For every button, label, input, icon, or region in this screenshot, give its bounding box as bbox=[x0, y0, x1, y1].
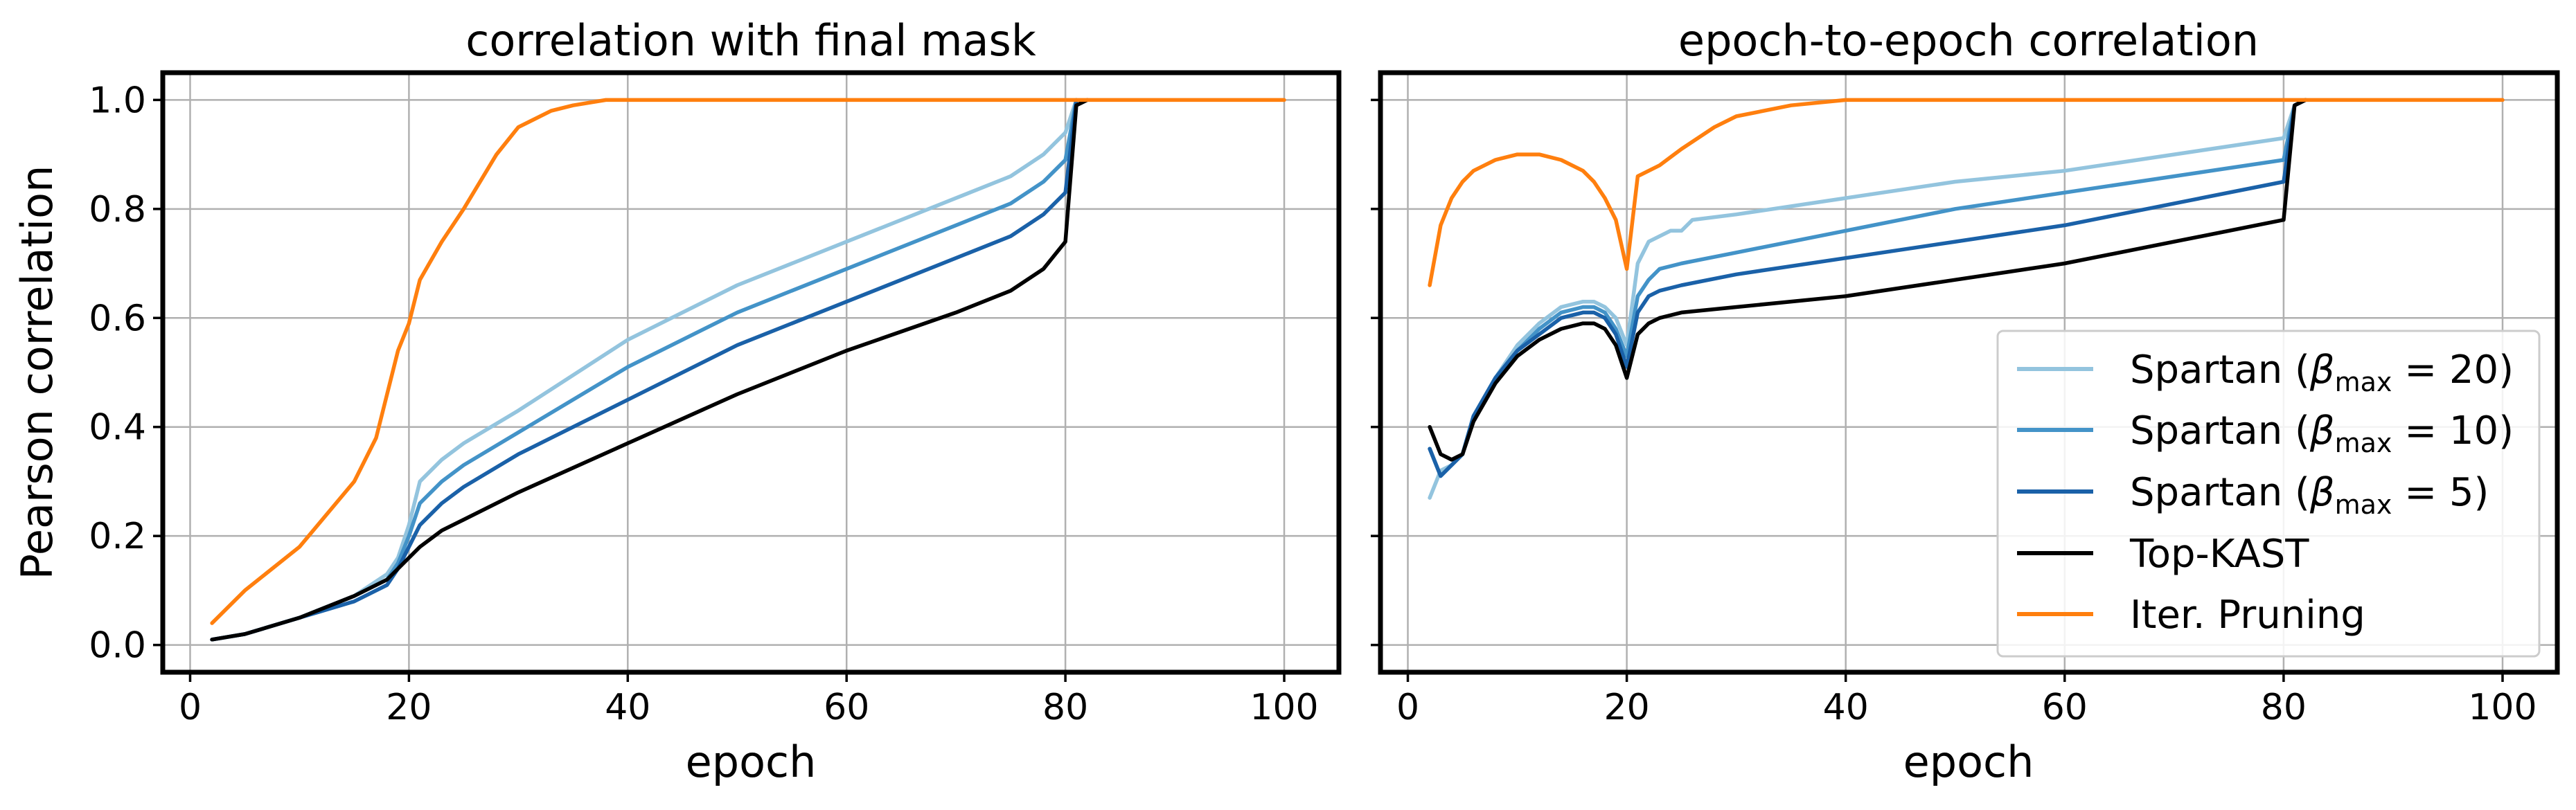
right-chart-title: epoch-to-epoch correlation bbox=[1678, 15, 2259, 66]
left-series-lines bbox=[210, 98, 1286, 642]
legend-label-spartan-10: Spartan (βmax = 10) bbox=[2130, 408, 2514, 458]
left-x-tick-label: 40 bbox=[605, 687, 650, 728]
right-series-s5 bbox=[1428, 98, 2308, 478]
left-x-tick-label: 0 bbox=[179, 687, 202, 728]
right-plot-frame bbox=[1378, 70, 2560, 675]
right-x-tick-label: 100 bbox=[2468, 687, 2537, 728]
legend-label-spartan-20: Spartan (βmax = 20) bbox=[2130, 348, 2514, 397]
left-y-tick-label: 1.0 bbox=[89, 80, 146, 121]
left-y-tick-label: 0.8 bbox=[89, 189, 146, 231]
left-y-tick-label: 0.6 bbox=[89, 298, 146, 339]
right-series-iter bbox=[1428, 98, 2505, 287]
left-series-topkast bbox=[210, 98, 1090, 642]
right-series-lines bbox=[1428, 98, 2505, 500]
left-series-s5 bbox=[210, 98, 1078, 642]
legend-label-iter-pruning: Iter. Pruning bbox=[2130, 593, 2365, 638]
legend-entry-iter-pruning: Iter. Pruning bbox=[2017, 593, 2365, 638]
right-x-tick-label: 20 bbox=[1604, 687, 1650, 728]
legend-label-spartan-5: Spartan (βmax = 5) bbox=[2130, 470, 2489, 520]
left-x-axis-label: epoch bbox=[686, 737, 817, 787]
right-x-tick-label: 0 bbox=[1396, 687, 1419, 728]
left-series-iter bbox=[210, 98, 1286, 625]
right-ticks: 0 20 40 60 80 100 bbox=[1371, 98, 2537, 728]
left-ticks: 0 20 40 60 80 100 0.0 0.2 0.4 0.6 0.8 1.0 bbox=[89, 80, 1318, 728]
right-series-topkast bbox=[1428, 98, 2308, 462]
left-grid bbox=[163, 73, 1339, 672]
right-x-tick-label: 40 bbox=[1823, 687, 1869, 728]
right-x-tick-label: 60 bbox=[2042, 687, 2088, 728]
legend-box bbox=[1996, 330, 2541, 658]
left-chart-title: correlation with final mask bbox=[465, 15, 1036, 66]
legend: Spartan (βmax = 20) Spartan (βmax = 10) … bbox=[1996, 330, 2541, 658]
left-x-tick-label: 20 bbox=[386, 687, 432, 728]
legend-entry-top-kast: Top-KAST bbox=[2017, 532, 2309, 577]
legend-entry-spartan-20: Spartan (βmax = 20) bbox=[2017, 348, 2514, 397]
left-x-tick-label: 100 bbox=[1250, 687, 1318, 728]
left-panel: 0 20 40 60 80 100 0.0 0.2 0.4 0.6 0.8 1.0 correlati… bbox=[12, 15, 1342, 787]
left-y-tick-label: 0.0 bbox=[89, 625, 146, 667]
right-x-tick-label: 80 bbox=[2261, 687, 2307, 728]
right-x-axis-label: epoch bbox=[1903, 737, 2034, 787]
left-y-tick-label: 0.4 bbox=[89, 407, 146, 449]
y-axis-label: Pearson correlation bbox=[12, 165, 62, 580]
legend-label-top-kast: Top-KAST bbox=[2129, 532, 2309, 577]
right-panel: 0 20 40 60 80 100 epoch-to-epoch correlation … bbox=[1371, 15, 2560, 787]
left-y-tick-label: 0.2 bbox=[89, 516, 146, 557]
legend-entry-spartan-10: Spartan (βmax = 10) bbox=[2017, 408, 2514, 458]
left-x-tick-label: 60 bbox=[824, 687, 869, 728]
left-plot-frame bbox=[160, 70, 1342, 675]
left-x-tick-label: 80 bbox=[1042, 687, 1088, 728]
legend-entry-spartan-5: Spartan (βmax = 5) bbox=[2017, 470, 2489, 520]
